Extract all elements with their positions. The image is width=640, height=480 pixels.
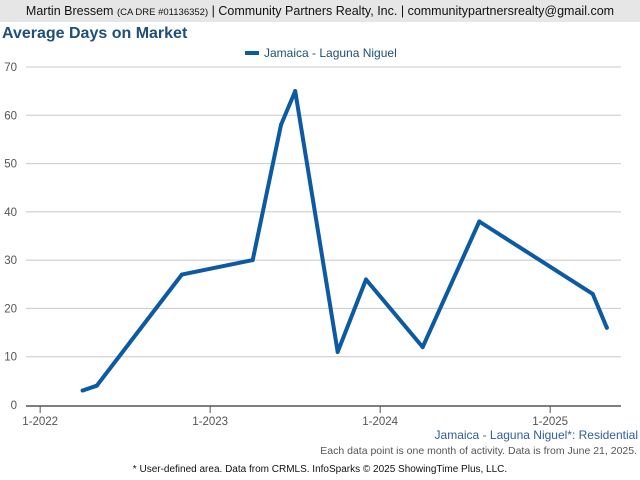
- axes: 0 10 20 30 40 50 60 70 1-2022 1-2023 1-2024 1-2025: [4, 62, 621, 428]
- data-point: [279, 122, 283, 127]
- y-tick-label: 30: [4, 255, 17, 267]
- y-tick-label: 40: [4, 207, 17, 219]
- header-bar: Martin Bressem (CA DRE #01136352) | Comm…: [0, 0, 640, 22]
- company-name: Community Partners Realty, Inc.: [218, 4, 398, 18]
- x-tick-label: 1-2022: [22, 416, 58, 428]
- data-point: [250, 258, 255, 263]
- data-point: [293, 89, 298, 94]
- y-tick-label: 0: [11, 400, 17, 412]
- y-tick-label: 10: [4, 352, 17, 364]
- grid-lines: [26, 66, 621, 358]
- footer-note: * User-defined area. Data from CRMLS. In…: [132, 464, 508, 475]
- data-point: [80, 388, 85, 393]
- agent-license: (CA DRE #01136352): [116, 7, 209, 18]
- data-point: [335, 349, 340, 354]
- x-tick-label: 1-2025: [532, 416, 568, 428]
- legend: Jamaica - Laguna Niguel: [245, 46, 397, 60]
- data-point: [604, 325, 609, 330]
- source-note: Each data point is one month of activity…: [320, 445, 637, 457]
- x-tick-label: 1-2023: [192, 416, 228, 428]
- data-point: [420, 345, 425, 350]
- data-point: [590, 291, 595, 296]
- legend-label: Jamaica - Laguna Niguel: [264, 46, 397, 60]
- data-point: [477, 219, 482, 224]
- data-point: [94, 383, 99, 388]
- y-tick-label: 20: [4, 303, 17, 315]
- header-separator: |: [400, 4, 405, 18]
- y-tick-label: 50: [4, 159, 17, 171]
- data-point: [364, 277, 368, 282]
- contact-email[interactable]: communitypartnersrealty@gmail.com: [407, 4, 615, 18]
- chart-title: Average Days on Market: [2, 25, 188, 42]
- x-tick-label: 1-2024: [362, 416, 398, 428]
- series-line: [80, 89, 609, 393]
- series-layer: [80, 89, 609, 393]
- header-separator: |: [211, 4, 215, 18]
- agent-name: Martin Bressem: [25, 4, 114, 18]
- y-tick-label: 70: [4, 62, 17, 74]
- y-tick-label: 60: [4, 110, 17, 122]
- data-point: [179, 272, 184, 277]
- area-label: Jamaica - Laguna Niguel*: Residential: [434, 428, 638, 442]
